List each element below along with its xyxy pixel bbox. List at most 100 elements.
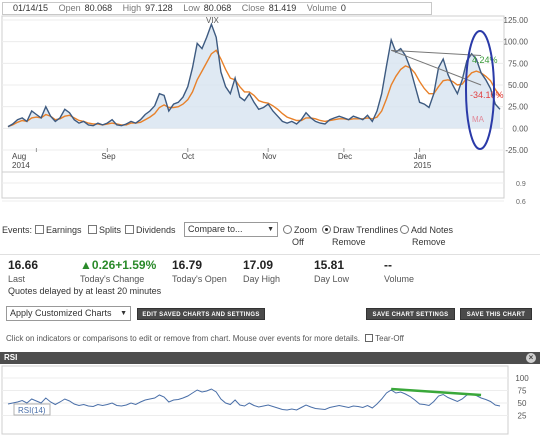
- y-tick-label: 25.00: [508, 103, 529, 112]
- highlight-ellipse: [465, 30, 495, 150]
- low-label: Low: [183, 3, 200, 13]
- low-value: 80.068: [203, 3, 232, 13]
- close-icon[interactable]: ×: [526, 353, 536, 363]
- add-notes-option[interactable]: Add Notes: [400, 225, 453, 235]
- price-area-fill: [8, 24, 500, 129]
- y-tick-label: 75.00: [508, 59, 529, 68]
- price-chart-svg: 125.00 100.00 75.00 50.00 25.00 0.00 -25.00 Aug…: [1, 15, 529, 206]
- earnings-label: Earnings: [46, 225, 82, 235]
- x-tick-label: Aug: [12, 152, 26, 161]
- rsi-label: RSI(14): [18, 406, 46, 415]
- change-value: ▲0.26+1.59%: [80, 258, 157, 272]
- rsi-line: [7, 388, 501, 411]
- open-stat-caption: Today's Open: [172, 274, 227, 284]
- apply-customized-select[interactable]: Apply Customized Charts ▼: [6, 306, 131, 321]
- rsi-y-tick-label: 100: [515, 374, 529, 383]
- vix-series-line: [7, 22, 501, 128]
- close-label: Close: [241, 3, 265, 13]
- y-tick-label: 50.00: [508, 81, 529, 90]
- rsi-y-tick-label: 50: [518, 399, 527, 408]
- earnings-toggle[interactable]: Earnings: [35, 225, 82, 235]
- volume-stat-caption: Volume: [384, 274, 415, 284]
- close-value: 81.419: [268, 3, 297, 13]
- x-tick-label: 2015: [414, 161, 432, 170]
- price-chart[interactable]: 125.00 100.00 75.00 50.00 25.00 0.00 -25.00 Aug…: [0, 0, 540, 215]
- x-tick-label: Dec: [338, 152, 352, 161]
- open-value: 80.068: [84, 3, 113, 13]
- dividends-toggle[interactable]: Dividends: [125, 225, 176, 235]
- high-label: High: [122, 3, 142, 13]
- volume-label: Volume: [306, 3, 337, 13]
- notes-remove-link[interactable]: Remove: [412, 237, 446, 247]
- y-tick-label: -25.00: [505, 146, 528, 155]
- zoom-off-label[interactable]: Off: [292, 237, 304, 247]
- quote-info-bar: 01/14/15 Open 80.068 High 97.128 Low 80.068…: [2, 2, 432, 15]
- dividends-checkbox[interactable]: [125, 225, 134, 234]
- low-stat-caption: Day Low: [314, 274, 350, 284]
- rsi-y-tick-label: 25: [518, 412, 527, 421]
- draw-trendlines-radio[interactable]: [322, 225, 331, 234]
- save-this-chart-button[interactable]: SAVE THIS CHART: [460, 308, 532, 320]
- rsi-frame: [1, 365, 509, 435]
- draw-trendlines-label: Draw Trendlines: [333, 225, 399, 235]
- high-stat-value: 17.09: [243, 258, 274, 272]
- splits-toggle[interactable]: Splits: [88, 225, 121, 235]
- chevron-down-icon: ▼: [267, 226, 274, 233]
- callout-label: -34.10%: [470, 90, 504, 100]
- stat-high: 17.09 Day High: [243, 258, 280, 284]
- trendlines-remove-link[interactable]: Remove: [332, 237, 366, 247]
- open-stat-value: 16.79: [172, 258, 203, 272]
- ma-annotation: MA: [472, 115, 485, 124]
- volume-stat-value: --: [384, 258, 392, 272]
- stat-volume: -- Volume: [384, 258, 414, 284]
- low-stat-value: 15.81: [314, 258, 345, 272]
- delay-note: Quotes delayed by at least 20 minutes: [8, 286, 162, 296]
- zoom-label: Zoom: [294, 225, 318, 235]
- splits-checkbox[interactable]: [88, 225, 97, 234]
- save-chart-settings-button[interactable]: SAVE CHART SETTINGS: [366, 308, 455, 320]
- last-caption: Last: [8, 274, 26, 284]
- rsi-chart[interactable]: 100 75 50 25 RSI(14): [0, 364, 540, 435]
- x-tick-label: 2014: [12, 161, 30, 170]
- zoom-radio[interactable]: [283, 225, 292, 234]
- y-tick-label: 100.00: [504, 38, 529, 47]
- trendline: [391, 49, 482, 57]
- ma-series-line: [7, 49, 501, 128]
- volume-value: 0: [340, 3, 346, 13]
- edit-saved-charts-button[interactable]: EDIT SAVED CHARTS AND SETTINGS: [137, 308, 265, 320]
- compare-select[interactable]: Compare to... ▼: [184, 222, 278, 237]
- tear-off-link[interactable]: Tear-Off: [375, 334, 404, 343]
- chart-hint: Click on indicators or comparisons to ed…: [6, 334, 540, 343]
- add-notes-radio[interactable]: [400, 225, 409, 234]
- chart-toolbar: Apply Customized Charts ▼ EDIT SAVED CHA…: [0, 304, 540, 324]
- up-arrow-icon: ▲: [80, 258, 92, 272]
- apply-customized-value: Apply Customized Charts: [10, 308, 112, 318]
- open-label: Open: [58, 3, 81, 13]
- y-tick-label: 0.00: [512, 124, 528, 133]
- earnings-checkbox[interactable]: [35, 225, 44, 234]
- rsi-trendline: [391, 387, 482, 397]
- zoom-option[interactable]: Zoom: [283, 225, 317, 235]
- x-tick-label: Sep: [101, 152, 116, 161]
- rsi-panel-header: RSI ×: [0, 352, 540, 364]
- sub-y-tick-label: 0.9: [516, 181, 526, 188]
- y-tick-label: 125.00: [504, 16, 529, 25]
- tear-off-icon[interactable]: [365, 334, 374, 342]
- x-tick-label: Oct: [182, 152, 195, 161]
- x-tick-label: Jan: [414, 152, 427, 161]
- rsi-label-box: [13, 403, 51, 416]
- callout-label: 4.24%: [472, 55, 498, 65]
- last-value: 16.66: [8, 258, 39, 272]
- series-label: VIX: [206, 16, 220, 25]
- hint-text: Click on indicators or comparisons to ed…: [6, 334, 360, 343]
- events-label: Events:: [2, 225, 33, 235]
- draw-trendlines-option[interactable]: Draw Trendlines: [322, 225, 398, 235]
- add-notes-label: Add Notes: [411, 225, 454, 235]
- rsi-y-tick-label: 75: [518, 387, 527, 396]
- compare-select-value: Compare to...: [188, 224, 243, 234]
- sub-y-tick-label: 0.6: [516, 199, 526, 206]
- x-tick-label: Nov: [262, 152, 276, 161]
- change-caption: Today's Change: [80, 274, 145, 284]
- chart-controls-row: Events: Earnings Splits Dividends Compar…: [2, 222, 538, 250]
- rsi-title: RSI: [4, 353, 18, 362]
